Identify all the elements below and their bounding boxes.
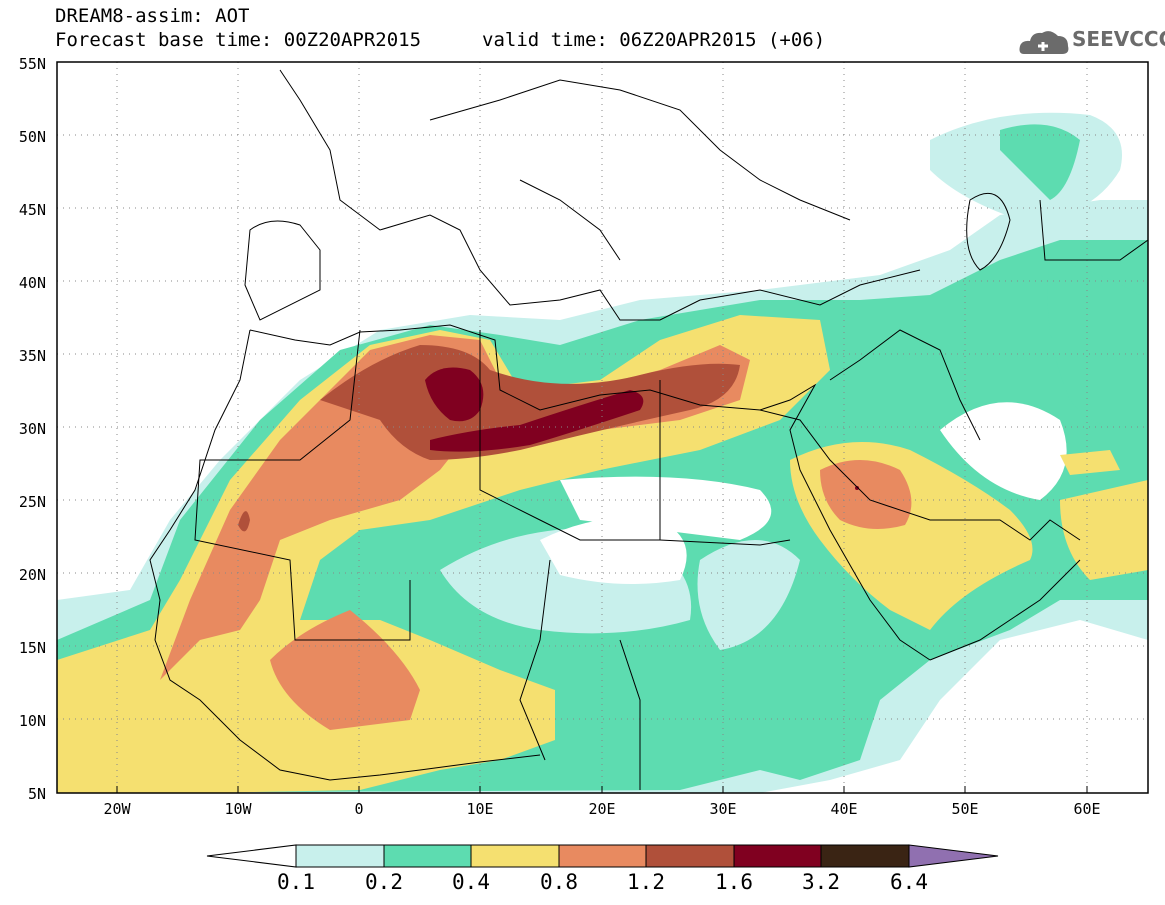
lat-label: 45N	[18, 201, 46, 219]
colorbar-label: 3.2	[802, 870, 840, 894]
lon-label: 10W	[224, 800, 252, 818]
colorbar-label: 0.1	[277, 870, 315, 894]
colorbar-label: 6.4	[890, 870, 928, 894]
lon-label: 40E	[830, 800, 858, 818]
colorbar	[206, 844, 999, 868]
lon-label: 0	[354, 800, 364, 818]
cloud-logo-icon	[1019, 31, 1069, 54]
lon-label: 30E	[709, 800, 737, 818]
lat-label: 55N	[18, 55, 46, 73]
lat-label: 20N	[18, 566, 46, 584]
colorbar-bin-4	[558, 844, 647, 868]
lat-label: 30N	[18, 420, 46, 438]
lon-label: 50E	[951, 800, 979, 818]
title-line-1: DREAM8-assim: AOT	[55, 5, 250, 27]
logo-text: SEEVCCC	[1072, 27, 1165, 51]
valid-time: valid time: 06Z20APR2015 (+06)	[482, 29, 826, 51]
lon-label: 60E	[1073, 800, 1101, 818]
lon-label: 20W	[103, 800, 131, 818]
lat-label: 5N	[27, 785, 46, 803]
colorbar-bin-7	[820, 844, 910, 868]
colorbar-bin-6	[733, 844, 822, 868]
lon-label: 10E	[466, 800, 494, 818]
lon-label: 20E	[588, 800, 616, 818]
colorbar-label: 1.6	[715, 870, 753, 894]
aot-shading	[57, 62, 1148, 793]
lat-label: 15N	[18, 639, 46, 657]
lat-label: 50N	[18, 128, 46, 146]
colorbar-label: 0.2	[365, 870, 403, 894]
axis-ticks	[116, 786, 1088, 793]
colorbar-bin-1	[295, 844, 385, 868]
colorbar-bin-3	[470, 844, 560, 868]
colorbar-bin-2	[383, 844, 472, 868]
colorbar-above-triangle	[908, 844, 999, 868]
colorbar-label: 0.8	[540, 870, 578, 894]
lat-label: 10N	[18, 712, 46, 730]
colorbar-label: 0.4	[452, 870, 490, 894]
colorbar-label: 1.2	[627, 870, 665, 894]
colorbar-bin-5	[645, 844, 735, 868]
colorbar-below-triangle	[206, 844, 297, 868]
lat-label: 40N	[18, 274, 46, 292]
lat-label: 35N	[18, 347, 46, 365]
coastlines	[149, 69, 1148, 790]
base-time: Forecast base time: 00Z20APR2015	[55, 29, 422, 51]
lat-label: 25N	[18, 493, 46, 511]
